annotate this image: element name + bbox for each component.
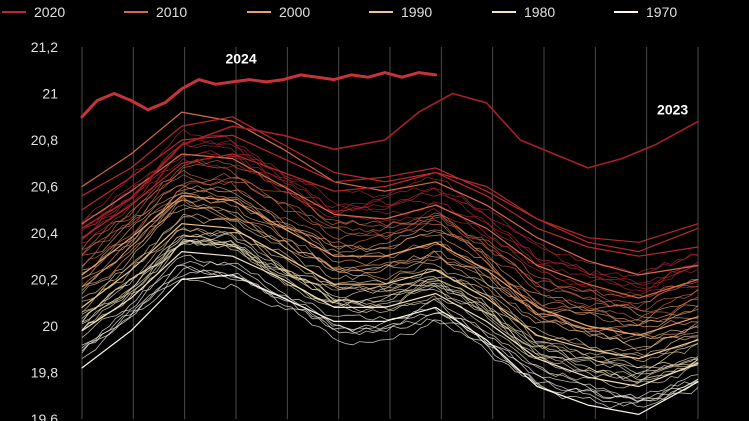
series-line-1970 [81, 274, 699, 415]
background-year-line [81, 169, 699, 309]
series-lines [80, 71, 699, 415]
background-year-line [81, 240, 699, 383]
background-year-line [81, 138, 699, 278]
legend-item-1990: 1990 [369, 3, 432, 21]
legend-swatch [492, 11, 516, 13]
series-line-2021 [81, 134, 699, 243]
legend-swatch [2, 11, 26, 13]
legend-item-2010: 2010 [124, 3, 187, 21]
series-line-2016 [81, 111, 699, 276]
series-line-2022 [81, 153, 699, 253]
y-tick-label: 20,2 [31, 272, 58, 288]
series-line-2023 [81, 92, 699, 230]
legend-swatch [369, 11, 393, 13]
background-year-line [81, 192, 699, 328]
series-line-1980 [81, 251, 699, 388]
background-year-line [81, 232, 699, 369]
background-year-line [81, 228, 699, 363]
legend-label: 1990 [401, 4, 433, 20]
annotation-2024: 2024 [225, 50, 256, 66]
y-tick-label: 20 [42, 318, 58, 334]
y-tick-label: 20,6 [31, 179, 58, 195]
legend-swatch [247, 11, 271, 13]
background-year-line [81, 227, 699, 357]
y-tick-label: 20,8 [31, 132, 58, 148]
background-year-line [81, 187, 699, 323]
background-year-line [81, 199, 699, 344]
chart-legend: 2020 2010 2000 1990 1980 1970 [0, 0, 749, 26]
y-tick-label: 20,4 [31, 225, 58, 241]
background-year-line [81, 269, 699, 402]
background-year-line [81, 174, 699, 313]
y-tick-label: 19,6 [31, 411, 58, 421]
y-tick-label: 19,8 [31, 365, 58, 381]
background-year-line [81, 264, 699, 403]
background-year-line [81, 265, 699, 409]
background-year-line [81, 178, 699, 322]
legend-label: 1980 [524, 4, 556, 20]
legend-label: 2000 [279, 4, 311, 20]
y-tick-label: 21,2 [31, 39, 58, 55]
background-year-line [81, 239, 699, 389]
legend-swatch [124, 11, 148, 13]
background-year-line [81, 176, 699, 312]
legend-item-2020: 2020 [2, 3, 65, 21]
y-axis-ticks: 21,2 21 20,8 20,6 20,4 20,2 20 19,8 19,6 [31, 39, 58, 421]
legend-item-1980: 1980 [492, 3, 555, 21]
legend-item-1970: 1970 [614, 3, 677, 21]
series-line-2024 [80, 71, 438, 119]
background-year-line [81, 277, 699, 399]
legend-label: 2020 [34, 4, 66, 20]
annotations: 2024 2023 [225, 50, 688, 117]
background-year-line [81, 150, 699, 292]
series-line-2010 [81, 153, 699, 299]
legend-label: 1970 [646, 4, 678, 20]
series-line-2000 [81, 195, 699, 336]
legend-item-2000: 2000 [247, 3, 310, 21]
series-line-2020 [81, 116, 699, 257]
legend-label: 2010 [156, 4, 188, 20]
background-year-line [81, 233, 699, 379]
legend-swatch [614, 11, 638, 13]
series-line-1990 [81, 223, 699, 360]
background-year-line [81, 158, 699, 297]
y-tick-label: 21 [42, 86, 58, 102]
background-year-line [81, 204, 699, 337]
background-year-line [81, 206, 699, 351]
background-year-line [81, 199, 699, 339]
background-year-line [81, 159, 699, 298]
annotation-2023: 2023 [657, 101, 688, 117]
background-year-line [81, 189, 699, 327]
